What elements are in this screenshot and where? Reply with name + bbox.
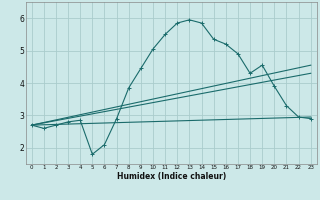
X-axis label: Humidex (Indice chaleur): Humidex (Indice chaleur) [116, 172, 226, 181]
